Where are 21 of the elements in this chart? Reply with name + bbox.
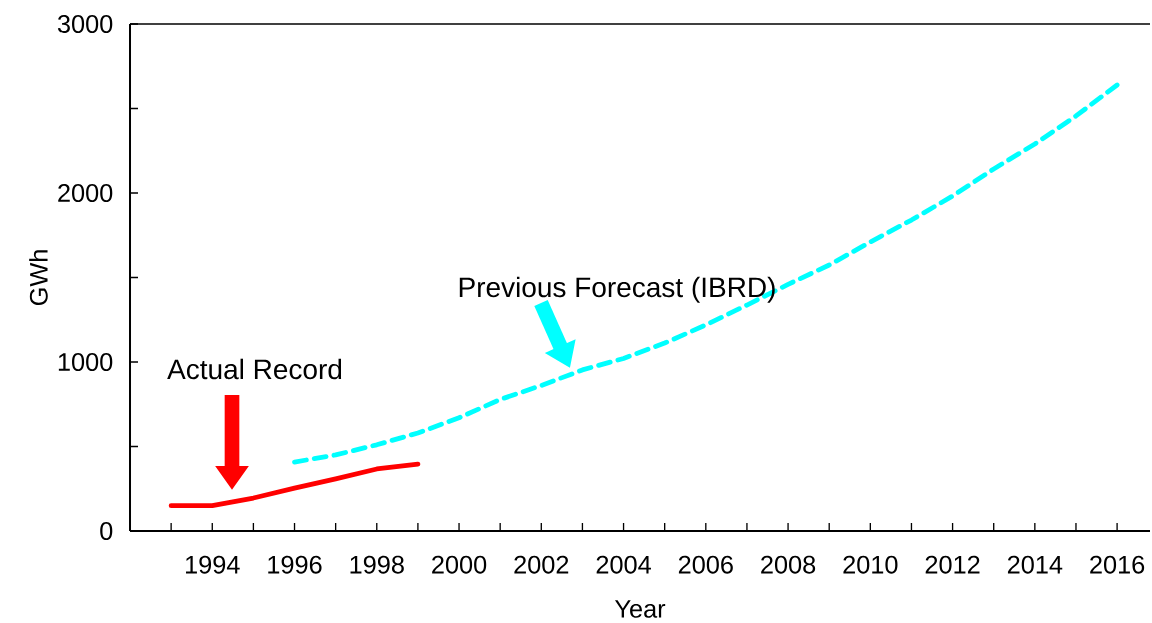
- x-tick-label: 2016: [1090, 555, 1145, 574]
- y-tick-label: 3000: [57, 15, 113, 33]
- x-tick-label: 1996: [268, 555, 322, 574]
- y-tick-label: 0: [100, 522, 113, 540]
- x-tick-label: 2012: [925, 555, 980, 574]
- annotation: Previous Forecast (IBRD): [459, 276, 775, 303]
- x-tick-label: 2014: [1007, 555, 1063, 574]
- line-series: [168, 461, 421, 509]
- x-tick-label: 2000: [432, 555, 487, 574]
- x-axis-title: Year: [614, 600, 666, 618]
- y-tick-label: 2000: [58, 184, 113, 202]
- x-tick-label: 1994: [186, 555, 240, 574]
- y-tick-label: 1000: [58, 353, 113, 371]
- x-tick-label: 1998: [350, 555, 404, 574]
- x-tick-label: 2006: [678, 555, 733, 574]
- annotation: Actual Record: [167, 358, 342, 380]
- x-tick-label: 2010: [843, 555, 898, 574]
- y-axis-title: GWh: [29, 250, 48, 306]
- x-tick-label: 2008: [761, 555, 816, 574]
- x-tick-label: 2004: [596, 555, 651, 574]
- x-tick-label: 2002: [514, 555, 569, 574]
